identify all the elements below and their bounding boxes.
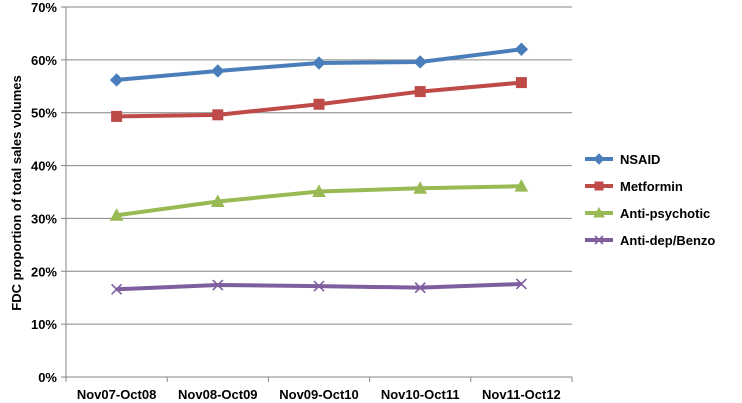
series-metformin	[111, 77, 527, 122]
data-point	[312, 56, 326, 70]
y-tick-label: 30%	[31, 211, 57, 226]
y-tick-label: 20%	[31, 264, 57, 279]
data-point	[514, 42, 529, 56]
y-tick-label: 60%	[31, 53, 57, 68]
legend-label: Anti-psychotic	[620, 206, 710, 221]
x-tick-label: Nov08-Oct09	[178, 387, 257, 402]
data-point	[109, 208, 124, 221]
legend-label: Metformin	[620, 179, 683, 194]
series-anti-dep-benzo	[111, 278, 527, 295]
series-lines	[109, 42, 529, 295]
data-point	[594, 181, 604, 191]
data-point	[593, 153, 605, 165]
legend-item: NSAID	[585, 152, 660, 167]
x-tick-labels: Nov07-Oct08 Nov08-Oct09 Nov09-Oct10 Nov10-O…	[77, 387, 561, 402]
data-point	[413, 55, 427, 69]
legend: NSAID Metformin Anti-psychotic Anti-dep/Ben…	[585, 152, 715, 248]
series-anti-psychotic	[109, 179, 529, 221]
data-point	[414, 282, 426, 294]
y-axis-title: FDC proportion of total sales volumes	[9, 75, 24, 310]
x-tick-label: Nov09-Oct10	[279, 387, 358, 402]
data-point	[109, 73, 124, 87]
data-point	[312, 184, 326, 197]
gridlines	[66, 6, 572, 325]
data-point	[210, 194, 225, 208]
data-point	[593, 206, 605, 218]
data-point	[111, 283, 123, 295]
data-point	[594, 235, 604, 245]
y-tick-labels: 0% 10% 20% 30% 40% 50% 60% 70%	[31, 0, 57, 385]
data-point	[413, 181, 428, 194]
x-tick-label: Nov11-Oct12	[482, 387, 561, 402]
y-tick-label: 40%	[31, 159, 57, 174]
y-tick-label: 50%	[31, 106, 57, 121]
legend-item: Anti-psychotic	[585, 206, 710, 221]
y-tick-label: 0%	[38, 370, 57, 385]
legend-item: Metformin	[585, 179, 683, 194]
legend-item: Anti-dep/Benzo	[585, 233, 715, 248]
legend-label: NSAID	[620, 152, 660, 167]
axes	[61, 6, 573, 382]
data-point	[515, 77, 527, 89]
data-point	[414, 86, 426, 98]
x-tick-label: Nov10-Oct11	[381, 387, 460, 402]
series-nsaid	[109, 42, 529, 87]
data-point	[111, 110, 123, 122]
data-point	[313, 98, 325, 110]
data-point	[515, 278, 527, 290]
legend-label: Anti-dep/Benzo	[620, 233, 715, 248]
data-point	[212, 109, 224, 121]
data-point	[212, 279, 224, 291]
x-tick-label: Nov07-Oct08	[77, 387, 156, 402]
data-point	[313, 280, 325, 292]
data-point	[211, 64, 225, 78]
data-point	[514, 179, 529, 192]
y-tick-label: 10%	[31, 317, 57, 332]
y-tick-label: 70%	[31, 0, 57, 15]
